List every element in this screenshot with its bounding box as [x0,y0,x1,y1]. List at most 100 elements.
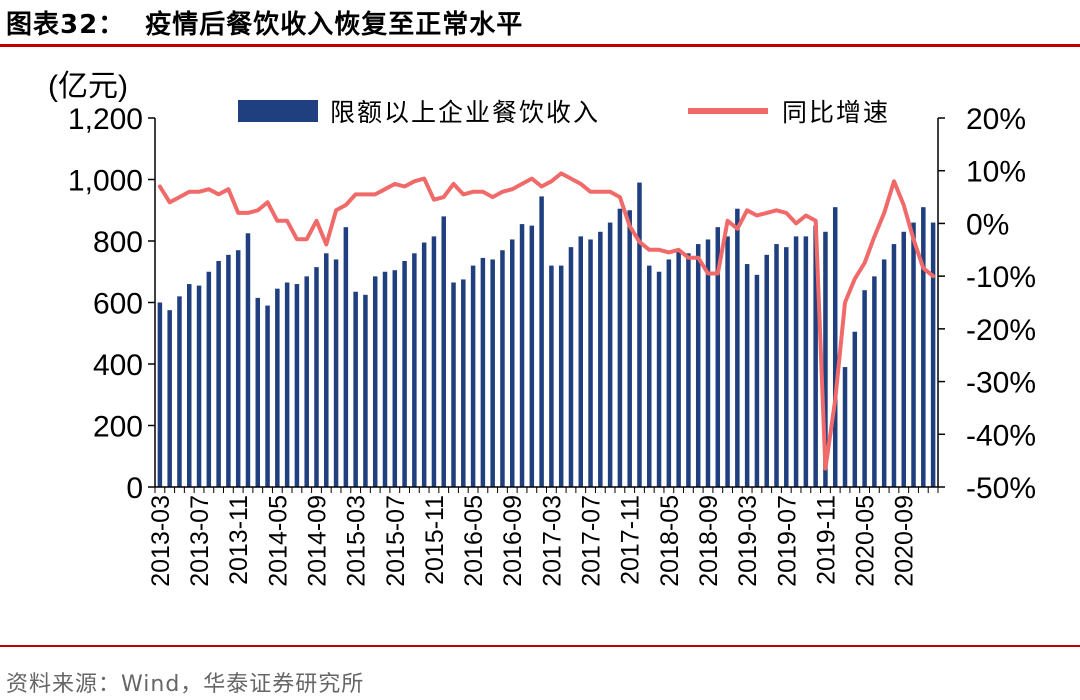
bar [519,224,525,487]
line-point [246,211,250,215]
left-tick-label: 0 [126,472,143,505]
bar [647,265,652,487]
x-axis: 2013-03 2013-07 2013-11 2014-05 2014-09 2015-… [147,486,939,587]
line-point [158,185,162,189]
x-tick-label: 2015-03 [343,495,371,587]
bar [363,294,368,487]
bar [578,236,584,487]
bar [343,227,349,487]
x-tick-label: 2020-09 [891,495,919,587]
bar [872,276,877,487]
x-tick-label: 2014-05 [264,495,292,587]
line-point [647,248,651,252]
bar [862,290,867,487]
bar [431,236,437,487]
bar [735,208,740,487]
bar [304,276,309,487]
line-point [344,203,348,207]
bar [793,236,799,487]
line-point [530,177,534,181]
x-tick-label: 2013-03 [147,495,175,587]
bar [558,265,564,487]
line-point [628,224,632,228]
bar [725,236,730,487]
line-point [461,192,465,196]
x-tick-label: 2017-03 [538,495,566,587]
line-point [256,208,260,212]
line-point [716,272,720,276]
line-series [157,171,936,471]
title-rule [0,44,1080,47]
x-tick-label: 2013-07 [186,495,214,587]
bar [157,302,163,487]
line-point [295,237,299,241]
line-point [168,200,172,204]
bar [930,222,936,488]
bar [715,227,721,487]
line-point [324,243,328,247]
line-point [266,200,270,204]
bar-series [157,182,936,488]
line-point [314,219,318,223]
bar [617,208,623,487]
bar [921,207,926,488]
bar [284,282,290,487]
right-tick-label: 20% [966,103,1026,136]
bar [500,250,505,487]
bar [881,259,887,487]
line-point [677,248,681,252]
line-point [177,195,181,199]
bar [676,250,681,487]
bar [784,247,789,487]
line-point [236,211,240,215]
right-tick-label: -20% [966,314,1036,347]
line-point [637,240,641,244]
x-tick-label: 2015-07 [382,495,410,587]
bar [177,296,182,487]
line-point [520,182,524,186]
bar [324,253,329,487]
x-tick-label: 2019-11 [812,495,840,585]
right-tick-label: -40% [966,419,1036,452]
line-point [275,219,279,223]
line-point [755,214,759,218]
bar [382,271,388,487]
bar [607,222,613,488]
line-point [197,190,201,194]
bar [196,285,202,487]
bar [842,367,848,487]
line-point [843,301,847,304]
left-tick-label: 400 [93,349,143,382]
line-point [804,214,808,218]
bar [451,282,456,487]
source-note: 资料来源：Wind，华泰证券研究所 [6,672,365,697]
x-tick-label: 2016-05 [460,495,488,587]
line-point [882,211,886,215]
x-tick-label: 2019-03 [734,495,762,587]
line-point [921,266,925,270]
line-point [853,277,857,281]
line-point [814,219,818,223]
line-point [471,190,475,194]
line-point [569,177,573,181]
right-tick-label: 0% [966,208,1009,241]
x-tick-label: 2015-11 [421,495,449,585]
bar [470,265,476,487]
bar [275,288,280,487]
x-tick-label: 2020-05 [852,495,880,587]
left-axis: 0 200 400 600 800 1,000 1,200 [68,103,156,505]
line-point [589,190,593,194]
line-point [373,192,377,196]
line-point [863,261,867,265]
line-point [735,227,739,231]
line-point [667,250,671,254]
bar [686,253,691,487]
bar [754,274,760,487]
x-tick-label: 2016-09 [499,495,527,587]
line-point [598,190,602,194]
line-point [892,179,896,183]
bar [490,259,495,487]
bar [216,260,221,487]
line-point [452,182,456,186]
combo-chart: 0 200 400 600 800 1,000 1,200 -50% -40% -30% -20%… [48,70,1036,587]
